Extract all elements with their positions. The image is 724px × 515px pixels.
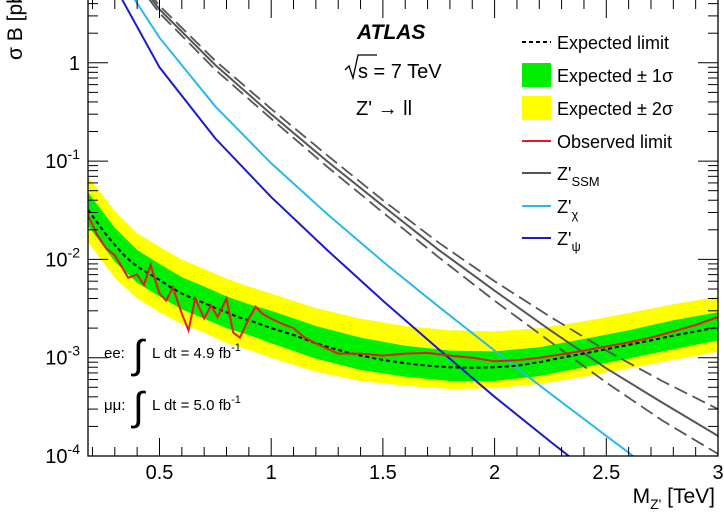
x-tick-label: 2.5: [592, 462, 620, 484]
legend-swatch: [522, 63, 551, 87]
y-tick-label: 1: [69, 53, 80, 75]
x-tick-label: 1.5: [369, 462, 397, 484]
svg-text:∫: ∫: [131, 385, 147, 429]
legend-item: Z'χ: [522, 197, 578, 222]
legend-item: Z'ψ: [522, 229, 581, 254]
legend-label: Observed limit: [557, 132, 672, 152]
x-tick-label: 1: [266, 462, 277, 484]
y-tick-label: 10-1: [45, 146, 80, 173]
process-label: Z' → ll: [356, 98, 412, 120]
legend-swatch: [522, 96, 551, 120]
svg-text:L dt = 4.9 fb-1: L dt = 4.9 fb-1: [152, 342, 241, 362]
y-tick-label: 10-4: [45, 441, 80, 468]
zpsi-curve: [121, 0, 571, 456]
x-tick-label: 0.5: [146, 462, 174, 484]
y-axis: 10-4 10-3 10-2 10-1 1: [45, 3, 718, 468]
zssm-curve: [151, 0, 718, 437]
expected-1sigma-band: [88, 192, 718, 381]
svg-text:ee:: ee:: [104, 345, 125, 362]
zchi-curve: [133, 0, 635, 456]
zssm-lower-curve: [148, 0, 718, 455]
x-tick-label: 2: [489, 462, 500, 484]
svg-text:s = 7 TeV: s = 7 TeV: [358, 61, 442, 83]
atlas-label: ATLAS: [356, 21, 425, 44]
lumi-ee-label: ee: ∫ L dt = 4.9 fb-1: [104, 333, 241, 377]
observed-limit-curve: [88, 214, 718, 363]
x-axis: 0.5 1 1.5 2 2.5 3: [91, 0, 724, 484]
svg-text:L dt = 5.0 fb-1: L dt = 5.0 fb-1: [152, 394, 241, 414]
svg-text:μμ:: μμ:: [104, 397, 125, 414]
legend: Expected limit Expected ± 1σ Expected ± 2σ…: [522, 33, 673, 254]
legend-label: Expected limit: [557, 33, 669, 53]
legend-label: Expected ± 2σ: [557, 99, 673, 119]
y-tick-label: 10-3: [45, 343, 80, 370]
zssm-upper-curve: [153, 0, 718, 410]
plot-frame: [87, 0, 719, 457]
legend-label: Z'SSM: [557, 164, 600, 189]
x-tick-label: 3: [712, 462, 723, 484]
legend-label: Z'ψ: [557, 229, 581, 254]
x-axis-label: MZ' [TeV]: [633, 485, 715, 512]
svg-text:∫: ∫: [131, 333, 147, 377]
legend-label: Z'χ: [557, 197, 578, 222]
legend-item: Expected limit: [522, 33, 669, 53]
legend-label: Expected ± 1σ: [557, 66, 673, 86]
y-tick-label: 10-2: [45, 244, 80, 271]
expected-2sigma-band: [88, 176, 718, 389]
energy-label: s = 7 TeV: [344, 54, 442, 83]
legend-item: Expected ± 2σ: [522, 96, 673, 120]
legend-item: Expected ± 1σ: [522, 63, 673, 87]
limit-curves: [88, 0, 718, 456]
legend-item: Observed limit: [522, 132, 672, 152]
legend-item: Z'SSM: [522, 164, 600, 189]
expected-bands: [88, 176, 718, 389]
lumi-mumu-label: μμ: ∫ L dt = 5.0 fb-1: [104, 385, 241, 429]
y-axis-label: σ B [pb]: [4, 0, 27, 60]
